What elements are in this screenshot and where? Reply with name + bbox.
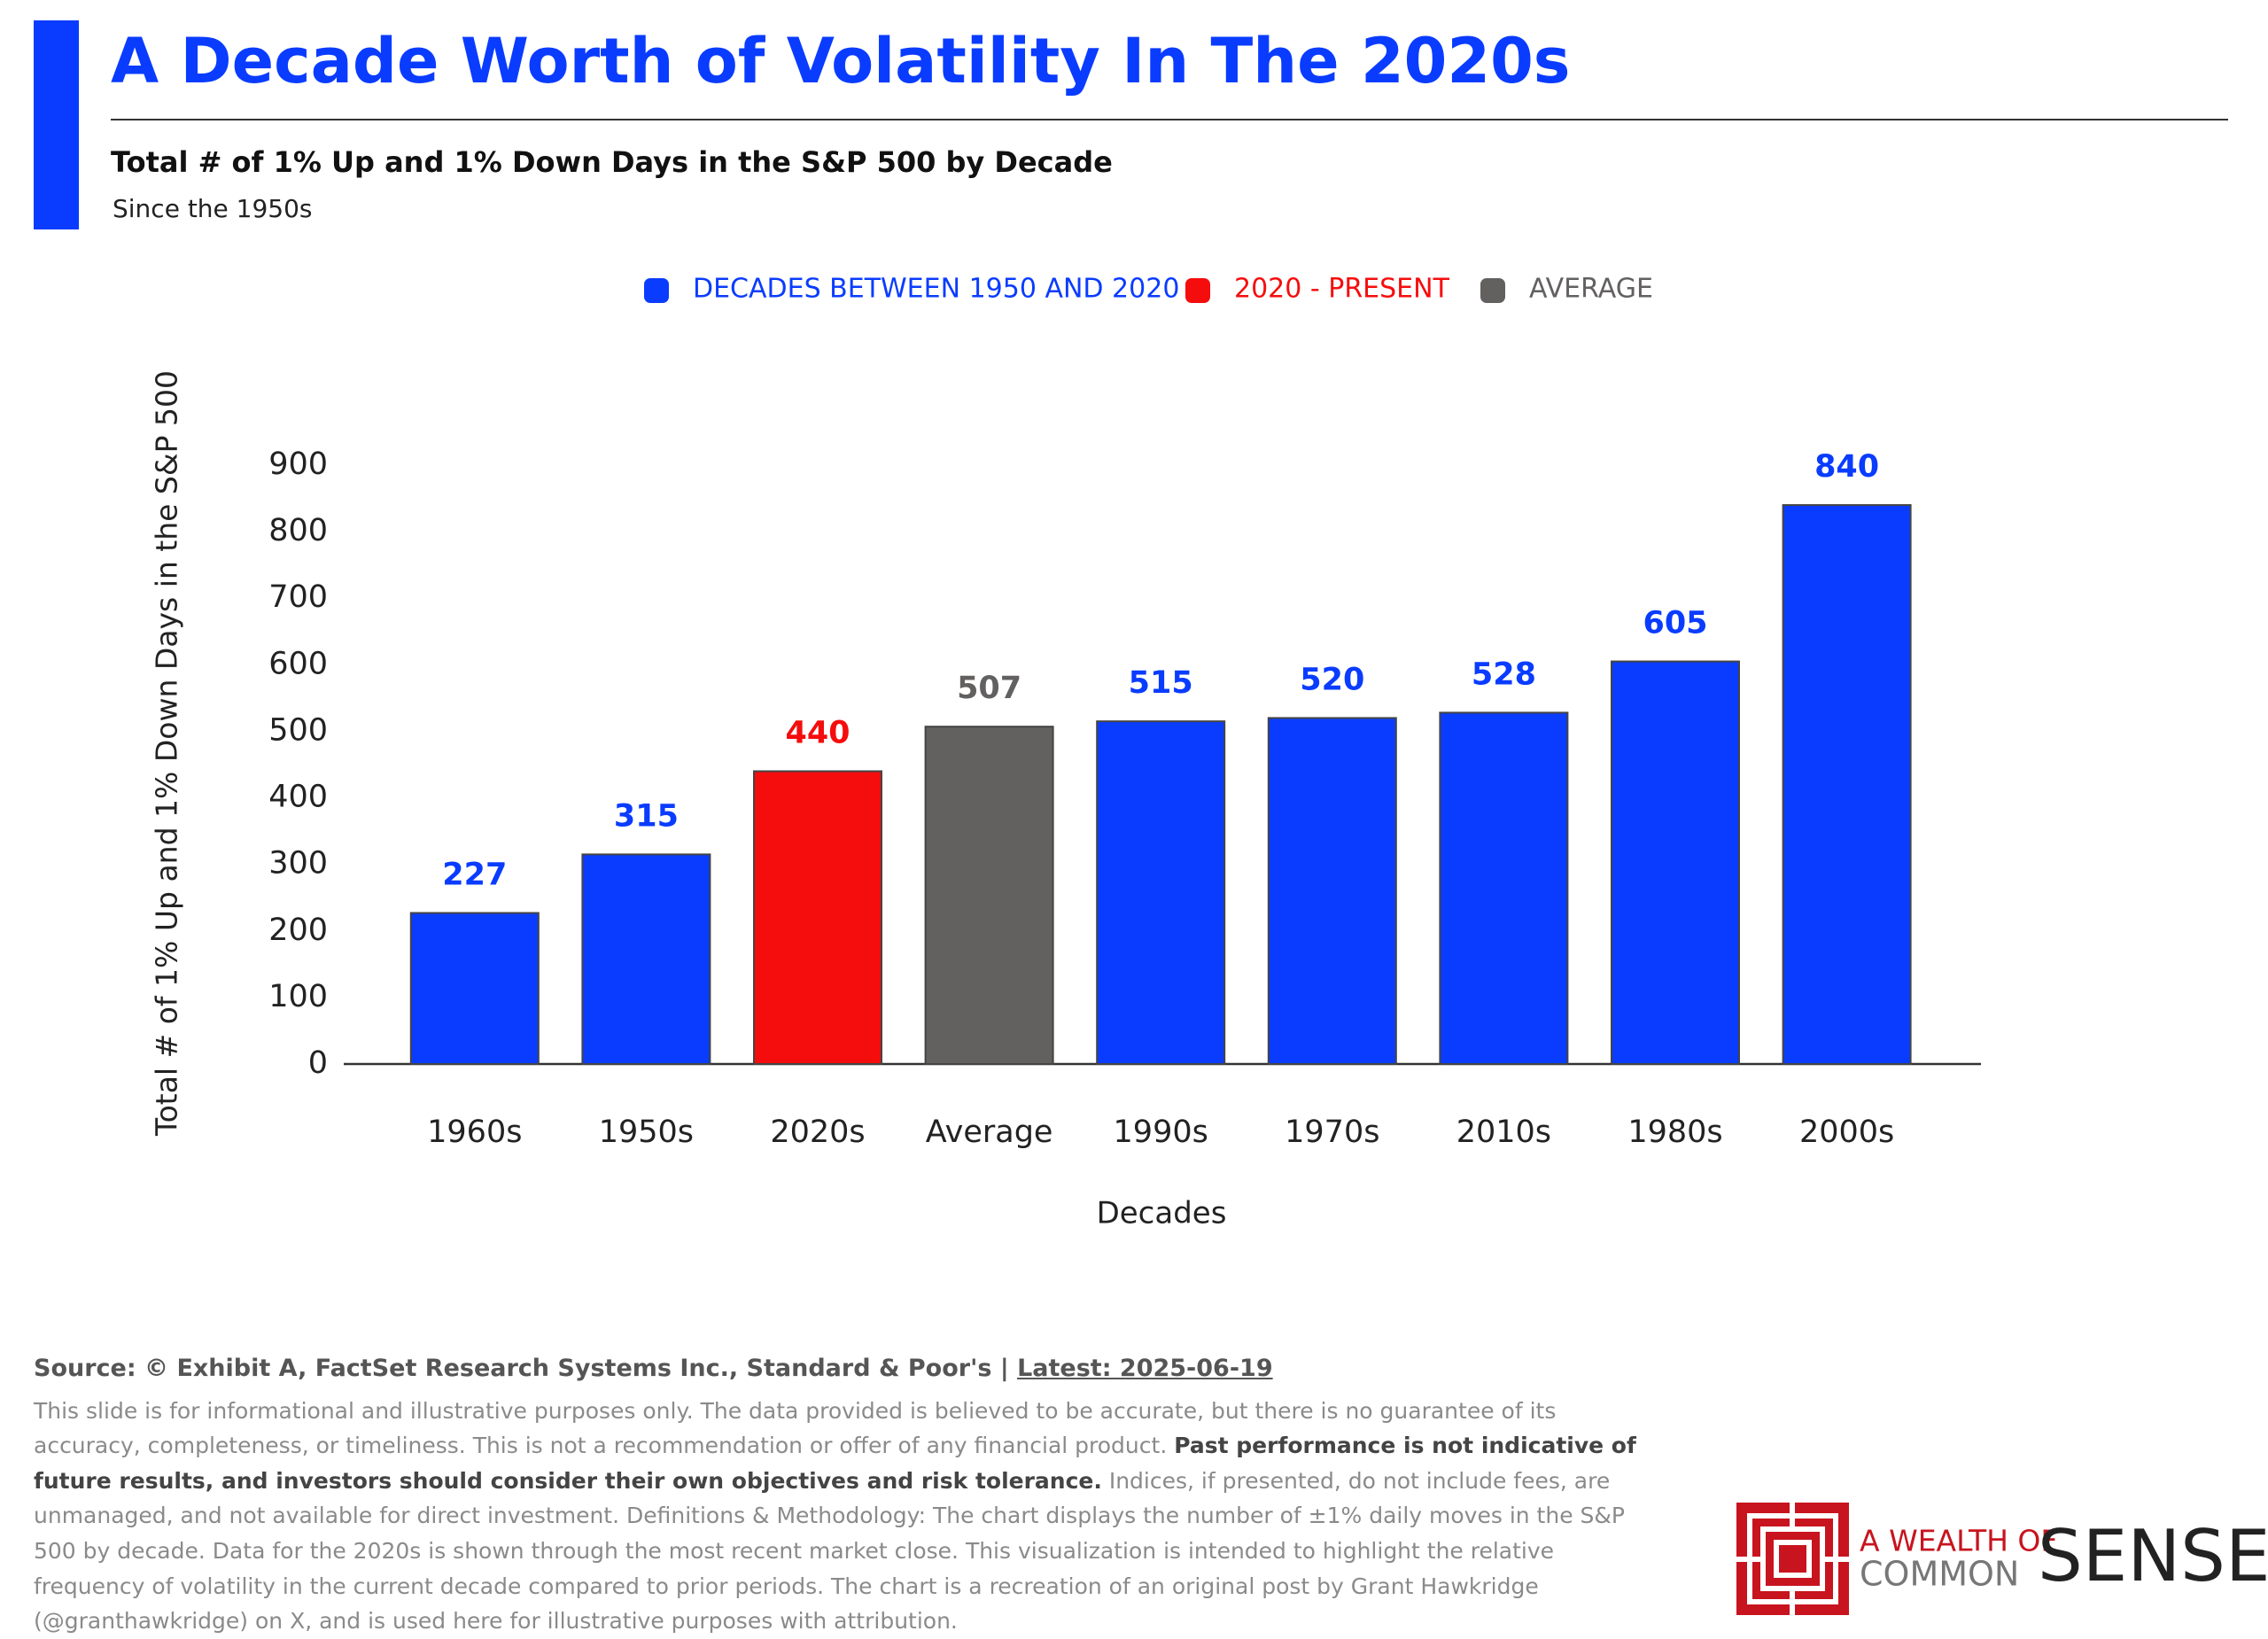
- bar: [581, 853, 711, 1066]
- y-tick-label: 900: [268, 447, 328, 482]
- logo-text: SENSE: [2038, 1515, 2268, 1597]
- value-label: 528: [1472, 656, 1536, 692]
- legend-marker: [1480, 278, 1505, 303]
- logo: A WEALTH OF COMMON SENSE: [1736, 1503, 2268, 1615]
- x-tick-label: 1970s: [1285, 1115, 1379, 1150]
- value-label: 315: [614, 798, 679, 834]
- bar: [753, 770, 882, 1065]
- bar: [1439, 711, 1569, 1065]
- bar: [1096, 720, 1226, 1066]
- y-tick-label: 600: [268, 646, 328, 681]
- footer: Source: © Exhibit A, FactSet Research Sy…: [34, 1351, 1664, 1639]
- bar: [1782, 504, 1912, 1065]
- y-tick-label: 300: [268, 846, 328, 882]
- y-tick-label: 500: [268, 712, 328, 748]
- disclaimer-text: Indices, if presented, do not include fe…: [34, 1467, 1625, 1635]
- x-tick-label: 2020s: [770, 1115, 865, 1150]
- value-label: 520: [1300, 662, 1364, 697]
- legend-label: 2020 - PRESENT: [1234, 274, 1450, 305]
- bar: [924, 726, 1054, 1065]
- bar: [409, 912, 540, 1066]
- value-label: 515: [1129, 665, 1193, 701]
- y-tick-label: 100: [268, 979, 328, 1014]
- x-axis-title: Decades: [1097, 1196, 1227, 1231]
- y-tick-label: 700: [268, 579, 328, 615]
- x-tick-label: 1990s: [1114, 1115, 1208, 1150]
- chart-title: A Decade Worth of Volatility In The 2020…: [111, 25, 1570, 97]
- legend-marker: [1185, 278, 1210, 303]
- x-tick-label: 1980s: [1627, 1115, 1722, 1150]
- disclaimer: This slide is for informational and illu…: [34, 1394, 1664, 1639]
- logo-text: A WEALTH OF: [1860, 1524, 2057, 1558]
- source-text: Source: © Exhibit A, FactSet Research Sy…: [34, 1355, 1018, 1382]
- legend-marker: [644, 278, 669, 303]
- source: Source: © Exhibit A, FactSet Research Sy…: [34, 1351, 1664, 1387]
- value-label: 605: [1643, 606, 1707, 641]
- y-tick-label: 0: [308, 1045, 328, 1081]
- y-tick-label: 200: [268, 913, 328, 948]
- value-label: 840: [1814, 449, 1879, 485]
- logo-maze: [1736, 1503, 1849, 1615]
- x-tick-label: 1950s: [599, 1115, 694, 1150]
- subtitle: Total # of 1% Up and 1% Down Days in the…: [111, 145, 1113, 179]
- x-tick-label: 1960s: [427, 1115, 522, 1150]
- accent-bar: [34, 20, 79, 229]
- x-tick-label: Average: [926, 1115, 1053, 1150]
- y-tick-label: 400: [268, 780, 328, 815]
- x-tick-label: 2010s: [1456, 1115, 1551, 1150]
- y-tick-label: 800: [268, 513, 328, 548]
- legend-label: DECADES BETWEEN 1950 AND 2020: [693, 274, 1179, 305]
- y-axis-title: Total # of 1% Up and 1% Down Days in the…: [150, 370, 184, 1137]
- value-label: 440: [785, 716, 850, 751]
- disclaimer-bold: Past performance is not indicative of fu…: [34, 1433, 1636, 1494]
- latest-date: Latest: 2025-06-19: [1017, 1355, 1273, 1382]
- bar: [1267, 717, 1397, 1066]
- value-label: 507: [957, 671, 1021, 706]
- x-tick-label: 2000s: [1799, 1115, 1894, 1150]
- value-label: 227: [442, 857, 507, 892]
- disclaimer-text: This slide is for informational and illu…: [34, 1397, 1557, 1459]
- note: Since the 1950s: [113, 194, 313, 223]
- bar: [1611, 660, 1740, 1065]
- legend-label: AVERAGE: [1529, 274, 1653, 305]
- logo-text: COMMON: [1860, 1555, 2019, 1594]
